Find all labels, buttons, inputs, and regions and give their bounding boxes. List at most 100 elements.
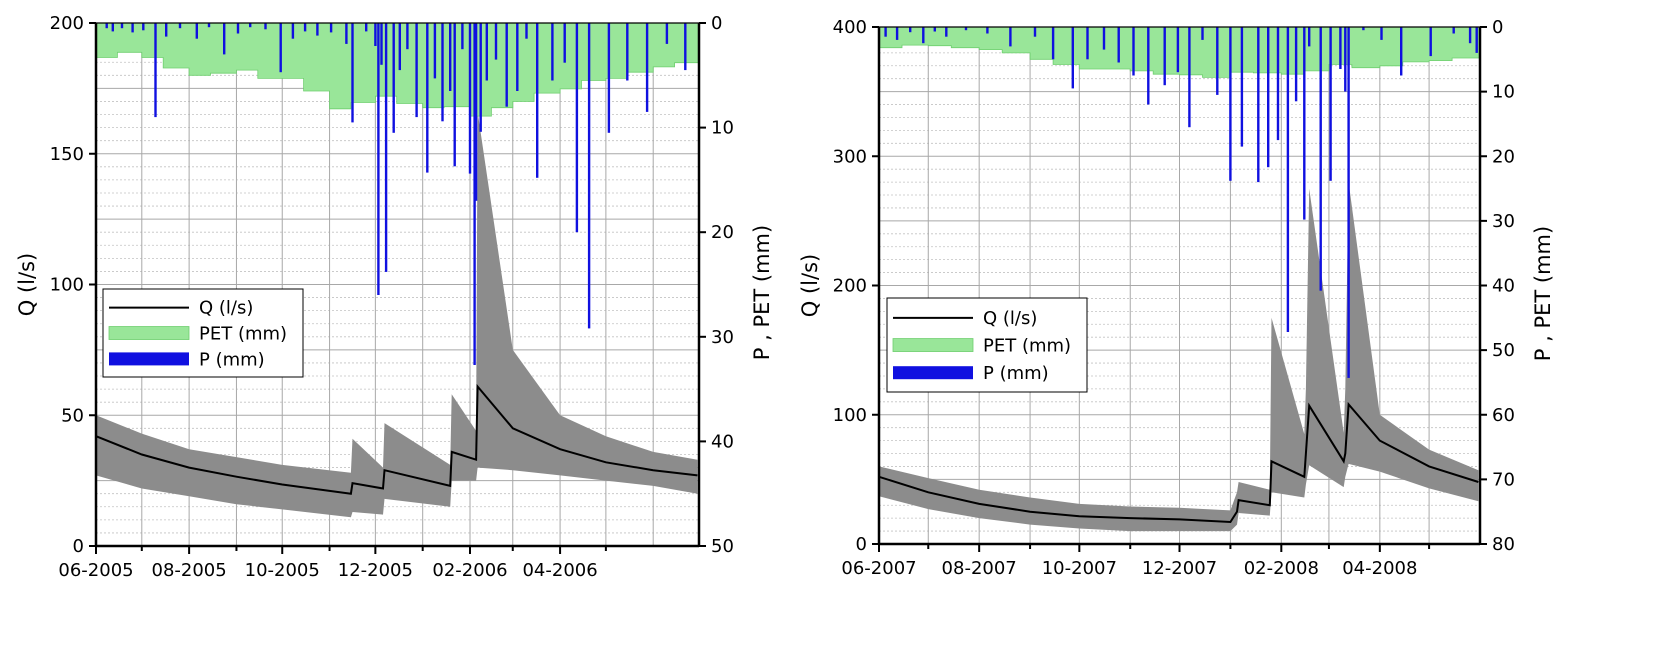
y-axis-label-right: P , PET (mm) <box>750 225 774 360</box>
precipitation-bar <box>1294 27 1298 102</box>
precipitation-bar <box>909 27 912 33</box>
precipitation-bar <box>223 23 226 55</box>
legend-swatch-p <box>109 352 189 366</box>
precipitation-bar <box>474 23 478 201</box>
uncertainty-band <box>879 182 1479 532</box>
precipitation-bar <box>1132 27 1135 76</box>
precipitation-bar <box>1188 27 1191 128</box>
precipitation-bar <box>1257 27 1260 183</box>
precipitation-bars <box>884 27 1478 378</box>
right-tick-label: 20 <box>711 222 734 243</box>
precipitation-bar <box>178 23 182 29</box>
precipitation-bar <box>105 23 108 29</box>
precipitation-bar <box>607 23 611 133</box>
precipitation-bar <box>479 23 482 132</box>
precipitation-bar <box>345 23 348 44</box>
right-tick-label: 20 <box>1492 146 1515 167</box>
precipitation-bar <box>426 23 429 173</box>
precipitation-bar <box>473 23 476 365</box>
right-tick-label: 30 <box>1492 211 1515 232</box>
precipitation-bar <box>922 27 925 44</box>
x-tick-label: 02-2008 <box>1244 558 1319 579</box>
precipitation-bar <box>494 23 498 60</box>
left-tick-label: 0 <box>856 534 867 555</box>
precipitation-bar <box>1216 27 1219 95</box>
precipitation-bar <box>433 23 437 79</box>
left-tick-label: 200 <box>50 13 84 34</box>
x-tick-label: 10-2005 <box>245 560 320 581</box>
precipitation-bar <box>516 23 519 91</box>
axes: 0 50 100 150 200 0 10 20 30 40 50 06-2005 08-2005 10-… <box>15 13 774 581</box>
precipitation-bar <box>1201 27 1204 40</box>
left-tick-label: 50 <box>61 405 84 426</box>
precipitation-bar <box>406 23 409 50</box>
left-tick-label: 100 <box>50 275 84 296</box>
precipitation-bar <box>626 23 629 81</box>
legend: Q (l/s) PET (mm) P (mm) <box>102 288 304 378</box>
precipitation-bar <box>1086 27 1089 60</box>
precipitation-bar <box>1429 27 1432 57</box>
precipitation-bar <box>142 23 145 31</box>
right-tick-label: 0 <box>711 13 722 34</box>
precipitation-bar <box>249 23 252 28</box>
precipitation-bar <box>587 23 591 329</box>
precipitation-bar <box>1033 27 1037 37</box>
precipitation-bar <box>505 23 508 107</box>
precipitation-bar <box>895 27 899 40</box>
right-tick-label: 40 <box>711 431 734 452</box>
precipitation-bar <box>1362 27 1365 31</box>
precipitation-bar <box>1475 27 1478 53</box>
left-tick-label: 150 <box>50 144 84 165</box>
precipitation-bar <box>207 23 211 28</box>
precipitation-bar <box>384 23 388 272</box>
precipitation-bar <box>1229 27 1232 181</box>
precipitation-bar <box>485 23 488 81</box>
precipitation-bar <box>449 23 452 91</box>
right-tick-label: 0 <box>1492 17 1503 38</box>
x-tick-label: 02-2006 <box>432 560 507 581</box>
x-tick-label: 04-2008 <box>1342 558 1417 579</box>
x-tick-label: 12-2007 <box>1142 558 1217 579</box>
precipitation-bar <box>1347 27 1350 378</box>
precipitation-bar <box>1380 27 1383 40</box>
precipitation-bar <box>111 23 114 32</box>
right-tick-label: 70 <box>1492 469 1515 490</box>
precipitation-bar <box>986 27 989 34</box>
precipitation-bar <box>1240 27 1244 147</box>
chart-panel-1: 0 50 100 150 200 0 10 20 30 40 50 06-2005 08-2005 10-… <box>15 13 774 581</box>
precipitation-bar <box>1286 27 1290 332</box>
right-tick-label: 10 <box>1492 82 1515 103</box>
precipitation-bar <box>398 23 401 71</box>
precipitation-bar <box>468 23 472 174</box>
precipitation-bar <box>1117 27 1120 63</box>
precipitation-bar <box>1344 27 1347 92</box>
chart-panel-2: 0 100 200 300 400 0 10 20 30 40 50 60 70 80 06-2007 08-… <box>798 17 1555 579</box>
precipitation-bar <box>1276 27 1280 141</box>
right-tick-label: 10 <box>711 118 734 139</box>
precipitation-bar <box>279 23 282 73</box>
precipitation-bar <box>374 23 377 46</box>
precipitation-bar <box>291 23 295 39</box>
legend-label: PET (mm) <box>199 324 287 345</box>
precipitation-bar <box>377 23 380 295</box>
discharge-line <box>95 383 698 495</box>
precipitation-bar <box>1071 27 1074 89</box>
precipitation-bars <box>105 23 687 365</box>
x-tick-label: 08-2007 <box>942 558 1017 579</box>
precipitation-bar <box>684 23 687 71</box>
uncertainty-band <box>96 111 698 518</box>
right-tick-label: 50 <box>711 536 734 557</box>
legend-label: P (mm) <box>199 349 265 370</box>
precipitation-bar <box>351 23 354 123</box>
precipitation-bar <box>1163 27 1166 86</box>
x-tick-label: 06-2007 <box>841 558 916 579</box>
precipitation-bar <box>933 27 936 32</box>
left-tick-label: 300 <box>833 146 867 167</box>
precipitation-bar <box>884 27 887 37</box>
precipitation-bar <box>392 23 395 133</box>
x-tick-label: 08-2005 <box>152 560 227 581</box>
discharge-line <box>878 401 1479 524</box>
precipitation-bar <box>453 23 456 167</box>
